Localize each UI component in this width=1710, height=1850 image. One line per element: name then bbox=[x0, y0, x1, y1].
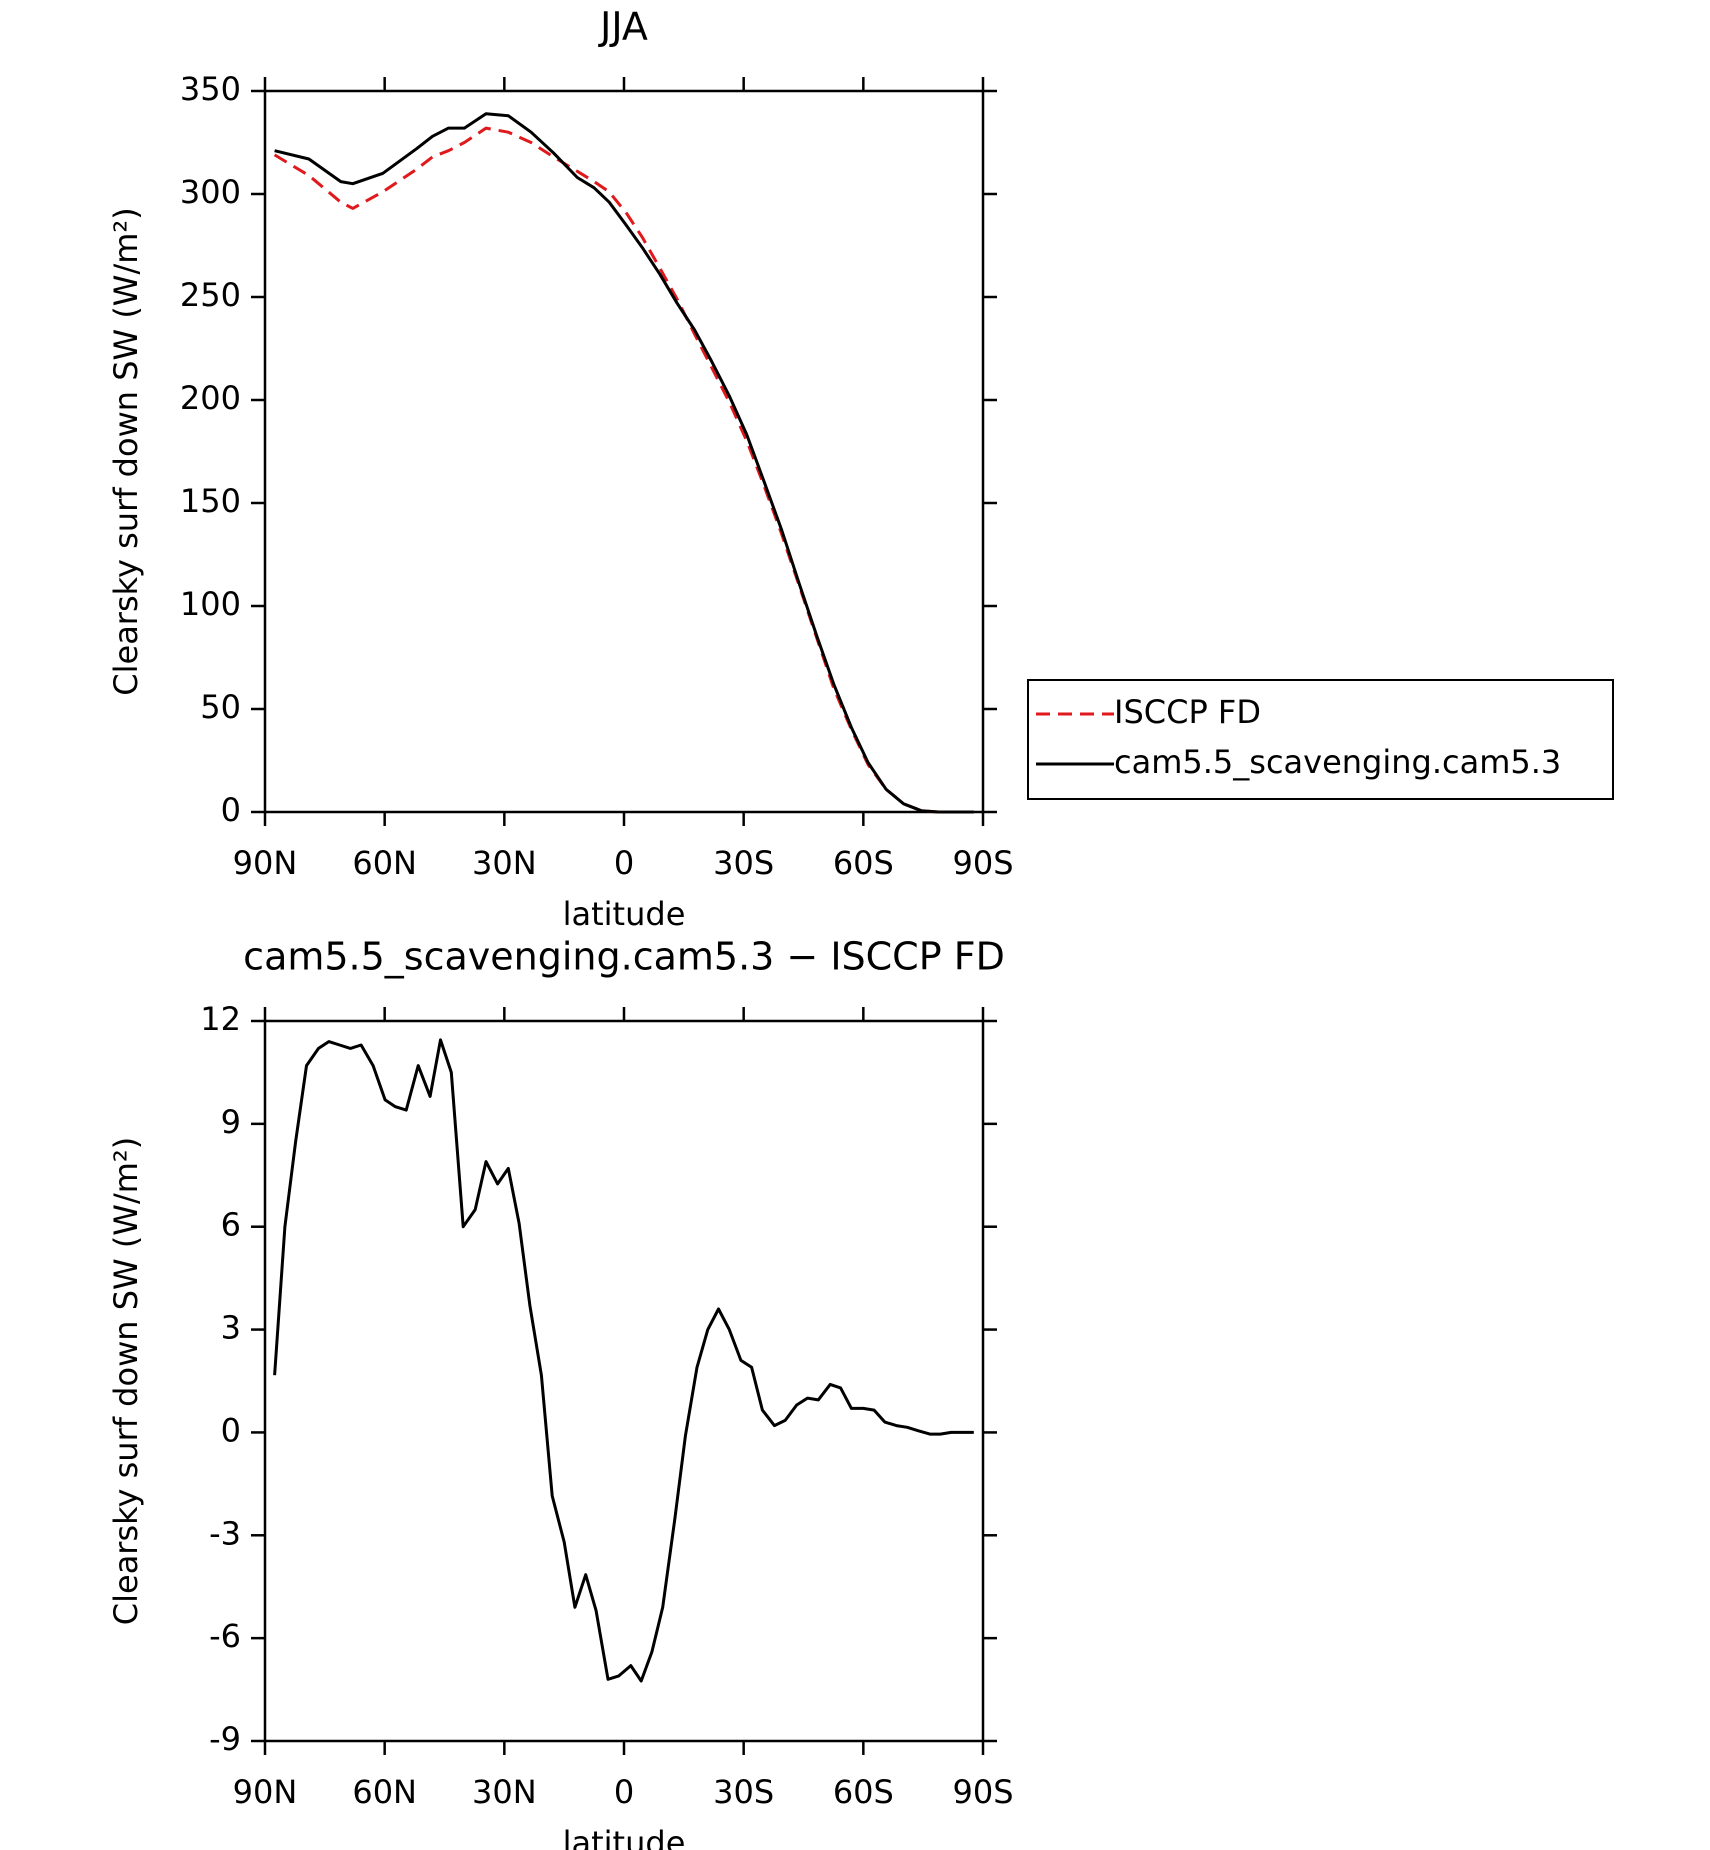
data-line bbox=[273, 126, 974, 814]
x-axis-label: latitude bbox=[563, 1824, 686, 1850]
chart-title: cam5.5_scavenging.cam5.3 − ISCCP FD bbox=[243, 935, 1005, 979]
plot-frame bbox=[263, 89, 985, 814]
x-tick-label: 90N bbox=[233, 844, 298, 882]
y-tick-label: -9 bbox=[209, 1720, 241, 1758]
x-tick-label: 30N bbox=[472, 1773, 537, 1811]
x-tick-label: 60N bbox=[352, 1773, 417, 1811]
y-tick-label: 150 bbox=[180, 482, 241, 520]
y-axis-label: Clearsky surf down SW (W/m²) bbox=[107, 1137, 145, 1625]
legend-label: cam5.5_scavenging.cam5.3 bbox=[1114, 743, 1561, 781]
x-tick-label: 60N bbox=[352, 844, 417, 882]
x-tick-label: 60S bbox=[833, 844, 894, 882]
y-tick-label: 100 bbox=[180, 585, 241, 623]
x-tick-label: 90N bbox=[233, 1773, 298, 1811]
plot-frame bbox=[263, 1019, 985, 1743]
y-tick-label: 6 bbox=[221, 1206, 241, 1244]
y-tick-label: 50 bbox=[200, 688, 241, 726]
x-tick-label: 90S bbox=[952, 1773, 1013, 1811]
y-tick-label: -3 bbox=[209, 1514, 241, 1552]
y-tick-label: 300 bbox=[180, 173, 241, 211]
y-tick-label: 0 bbox=[221, 791, 241, 829]
x-tick-label: 90S bbox=[952, 844, 1013, 882]
data-line bbox=[273, 1038, 974, 1683]
x-tick-label: 60S bbox=[833, 1773, 894, 1811]
x-axis-label: latitude bbox=[563, 895, 686, 933]
y-tick-label: -6 bbox=[209, 1617, 241, 1655]
chart-title: JJA bbox=[598, 5, 648, 49]
y-tick-label: 3 bbox=[221, 1309, 241, 1347]
x-tick-label: 30S bbox=[713, 844, 774, 882]
y-tick-label: 0 bbox=[221, 1411, 241, 1449]
y-tick-label: 12 bbox=[200, 1000, 241, 1038]
y-axis-label: Clearsky surf down SW (W/m²) bbox=[107, 207, 145, 695]
y-tick-label: 250 bbox=[180, 276, 241, 314]
x-tick-label: 30S bbox=[713, 1773, 774, 1811]
y-tick-label: 200 bbox=[180, 379, 241, 417]
x-tick-label: 0 bbox=[614, 1773, 634, 1811]
data-line bbox=[274, 112, 974, 814]
y-tick-label: 350 bbox=[180, 70, 241, 108]
y-tick-label: 9 bbox=[221, 1103, 241, 1141]
legend-label: ISCCP FD bbox=[1114, 693, 1261, 731]
x-tick-label: 30N bbox=[472, 844, 537, 882]
legend-box bbox=[1027, 679, 1614, 800]
x-tick-label: 0 bbox=[614, 844, 634, 882]
